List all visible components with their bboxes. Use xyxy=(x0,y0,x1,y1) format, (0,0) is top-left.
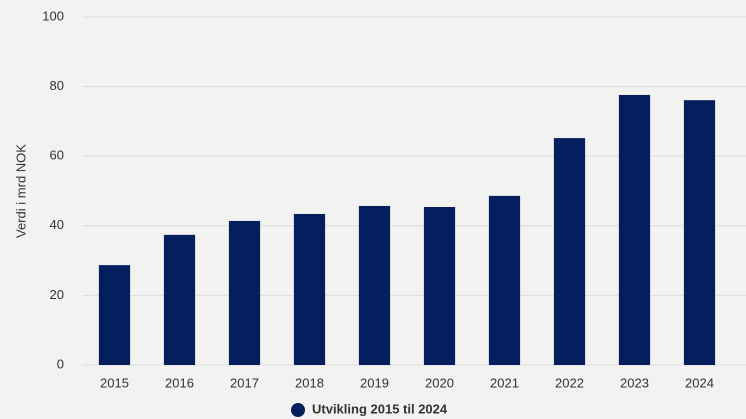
y-tick-label: 20 xyxy=(50,287,64,302)
x-tick-label: 2019 xyxy=(360,375,389,390)
x-tick-label: 2017 xyxy=(230,375,259,390)
x-tick-label: 2022 xyxy=(555,375,584,390)
bar xyxy=(98,265,131,365)
legend-label: Utvikling 2015 til 2024 xyxy=(312,401,448,416)
y-axis-title: Verdi i mrd NOK xyxy=(13,144,28,238)
x-tick-label: 2020 xyxy=(425,375,454,390)
bar xyxy=(683,100,716,365)
x-tick-label: 2015 xyxy=(100,375,129,390)
bar xyxy=(423,207,456,365)
bar xyxy=(228,220,261,365)
y-tick-label: 100 xyxy=(42,8,64,23)
y-tick-label: 0 xyxy=(57,356,64,371)
x-tick-label: 2023 xyxy=(620,375,649,390)
y-tick-label: 40 xyxy=(50,217,64,232)
bar xyxy=(163,234,196,365)
bar xyxy=(618,94,651,366)
x-tick-label: 2021 xyxy=(490,375,519,390)
bar xyxy=(488,195,521,365)
x-tick-label: 2018 xyxy=(295,375,324,390)
legend-marker xyxy=(291,403,305,417)
x-tick-label: 2024 xyxy=(685,375,714,390)
bar xyxy=(293,213,326,365)
y-tick-label: 60 xyxy=(50,148,64,163)
x-tick-label: 2016 xyxy=(165,375,194,390)
y-tick-label: 80 xyxy=(50,78,64,93)
bar xyxy=(553,138,586,365)
bar xyxy=(358,205,391,365)
